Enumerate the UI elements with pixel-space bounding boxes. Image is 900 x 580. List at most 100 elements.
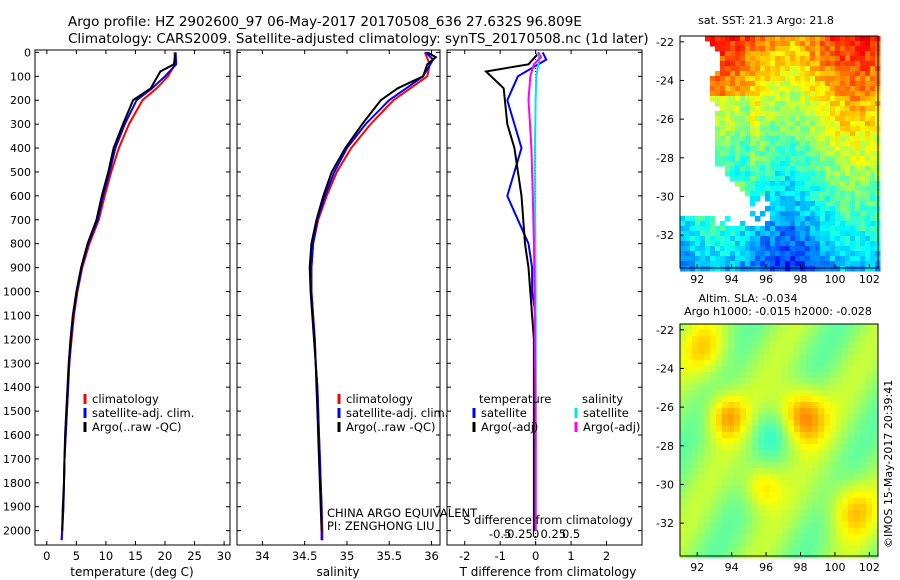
legend-label: Argo(..raw -QC) xyxy=(346,420,436,434)
sla-cell xyxy=(836,408,843,415)
sla-cell xyxy=(782,360,789,367)
sst-cell xyxy=(840,151,846,157)
sla-cell xyxy=(728,402,735,409)
sst-cell xyxy=(765,236,771,242)
sst-cell xyxy=(820,226,826,232)
sst-cell xyxy=(850,76,856,82)
sst-cell xyxy=(805,226,811,232)
sst-cell xyxy=(850,261,856,267)
sla-cell xyxy=(812,444,819,451)
sla-cell xyxy=(842,330,849,337)
sst-cell xyxy=(790,41,796,47)
series-line xyxy=(61,52,177,531)
sst-cell xyxy=(695,241,701,247)
sst-cell xyxy=(735,136,741,142)
sst-cell xyxy=(715,161,721,167)
sla-cell xyxy=(728,528,735,535)
sla-cell xyxy=(818,504,825,511)
x2-tick-label: -0.25 xyxy=(503,527,533,541)
sst-cell xyxy=(815,186,821,192)
sla-cell xyxy=(866,510,873,517)
sla-cell xyxy=(848,498,855,505)
sla-cell xyxy=(800,438,807,445)
sla-cell xyxy=(686,528,693,535)
sla-cell xyxy=(866,468,873,475)
sst-cell xyxy=(725,81,731,87)
sla-cell xyxy=(782,372,789,379)
sst-cell xyxy=(755,96,761,102)
sla-cell xyxy=(698,432,705,439)
sla-cell xyxy=(680,348,687,355)
sst-cell xyxy=(805,36,811,42)
sst-cell xyxy=(785,226,791,232)
sst-cell xyxy=(765,146,771,152)
sla-cell xyxy=(872,426,879,433)
sla-cell xyxy=(692,540,699,547)
sst-cell xyxy=(775,111,781,117)
sla-cell xyxy=(746,552,753,559)
sst-cell xyxy=(810,76,816,82)
sla-cell xyxy=(794,330,801,337)
sst-cell xyxy=(695,221,701,227)
sst-cell xyxy=(795,51,801,57)
sst-cell xyxy=(870,266,876,272)
sla-cell xyxy=(812,492,819,499)
sla-cell xyxy=(800,474,807,481)
sst-cell xyxy=(760,76,766,82)
sst-cell xyxy=(760,41,766,47)
sst-cell xyxy=(700,226,706,232)
sla-cell xyxy=(776,396,783,403)
sla-cell xyxy=(770,510,777,517)
sla-cell xyxy=(782,540,789,547)
sst-cell xyxy=(850,146,856,152)
sla-cell xyxy=(680,372,687,379)
sst-cell xyxy=(725,266,731,272)
sst-cell xyxy=(815,216,821,222)
sst-cell xyxy=(810,156,816,162)
sst-cell xyxy=(770,131,776,137)
sla-cell xyxy=(848,414,855,421)
sla-cell xyxy=(746,498,753,505)
sst-cell xyxy=(705,241,711,247)
sst-cell xyxy=(850,216,856,222)
sla-cell xyxy=(758,420,765,427)
sst-cell xyxy=(775,176,781,182)
sst-cell xyxy=(790,141,796,147)
sst-cell xyxy=(825,191,831,197)
sst-cell xyxy=(720,96,726,102)
sst-cell xyxy=(730,41,736,47)
sla-cell xyxy=(704,366,711,373)
sst-cell xyxy=(720,71,726,77)
sst-cell xyxy=(830,266,836,272)
sst-cell xyxy=(805,181,811,187)
sst-cell xyxy=(835,176,841,182)
sla-cell xyxy=(728,474,735,481)
sst-cell xyxy=(790,196,796,202)
sla-cell xyxy=(872,360,879,367)
sst-cell xyxy=(725,96,731,102)
sla-cell xyxy=(734,522,741,529)
sla-cell xyxy=(764,450,771,457)
sst-cell xyxy=(845,201,851,207)
sst-cell xyxy=(730,176,736,182)
sst-cell xyxy=(755,71,761,77)
sst-cell xyxy=(735,176,741,182)
sst-cell xyxy=(720,111,726,117)
sst-cell xyxy=(825,206,831,212)
sst-cell xyxy=(860,141,866,147)
sla-cell xyxy=(692,510,699,517)
sla-cell xyxy=(854,330,861,337)
sla-cell xyxy=(824,432,831,439)
sst-cell xyxy=(775,136,781,142)
sla-cell xyxy=(872,444,879,451)
sla-cell xyxy=(842,528,849,535)
sst-cell xyxy=(740,36,746,42)
sla-cell xyxy=(770,342,777,349)
x-tick-label: 34.5 xyxy=(292,549,318,563)
sla-cell xyxy=(752,360,759,367)
sla-cell xyxy=(680,510,687,517)
sst-cell xyxy=(790,201,796,207)
sst-cell xyxy=(840,121,846,127)
sst-cell xyxy=(835,266,841,272)
temperature-series-lines xyxy=(60,52,178,541)
